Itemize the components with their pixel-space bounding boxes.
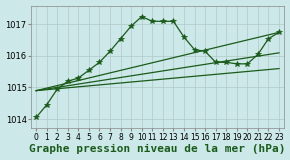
X-axis label: Graphe pression niveau de la mer (hPa): Graphe pression niveau de la mer (hPa) bbox=[29, 144, 286, 154]
